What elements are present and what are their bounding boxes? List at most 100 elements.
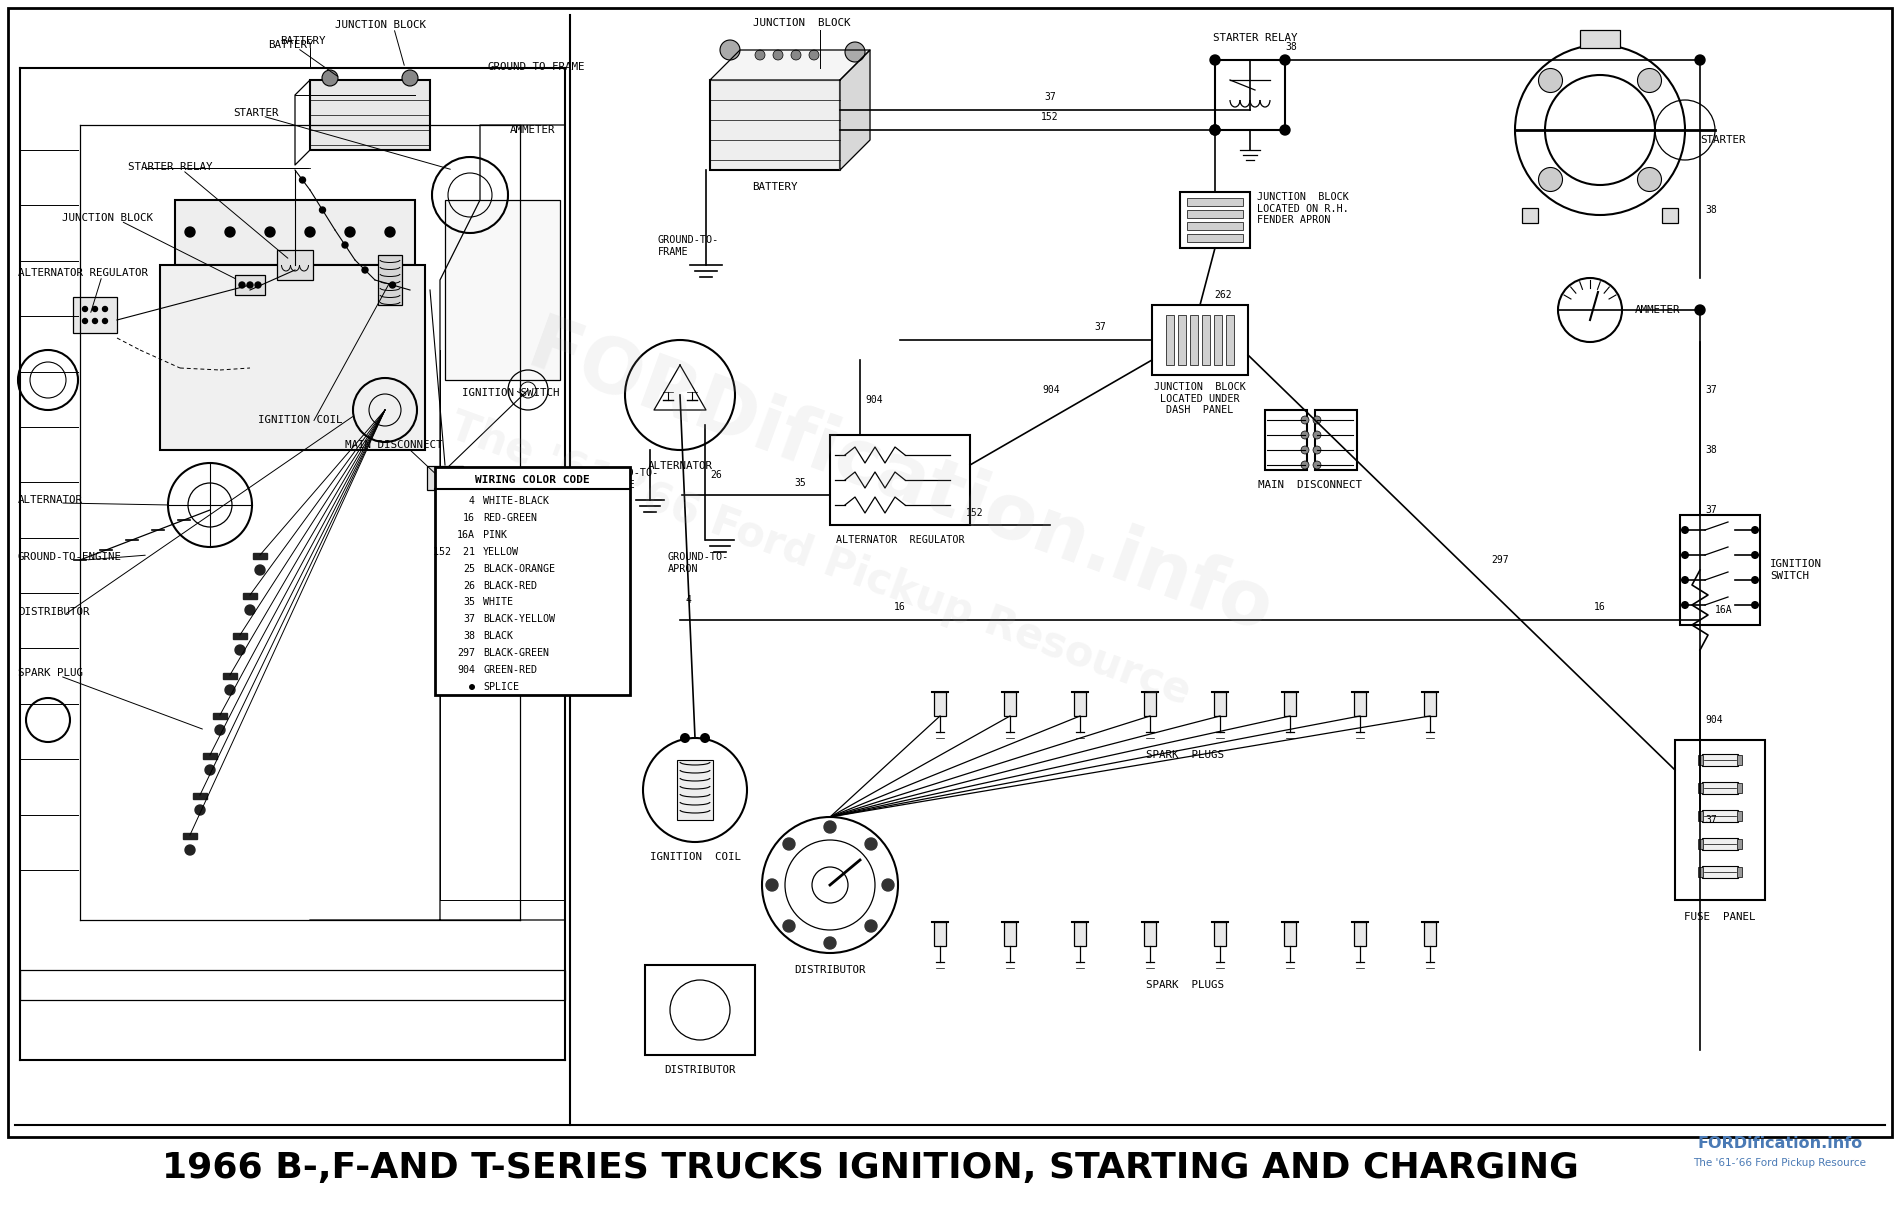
Text: AMMETER: AMMETER: [1636, 305, 1680, 315]
Circle shape: [403, 70, 418, 86]
Text: 904: 904: [1043, 386, 1060, 395]
Circle shape: [1638, 167, 1661, 192]
Circle shape: [766, 878, 777, 890]
Circle shape: [1281, 125, 1290, 135]
Text: 35: 35: [464, 598, 475, 607]
Polygon shape: [840, 49, 870, 170]
Bar: [644, 965, 754, 1056]
Circle shape: [1752, 576, 1759, 584]
Text: PINK: PINK: [483, 530, 507, 540]
Bar: [1188, 198, 1243, 206]
Text: 35: 35: [794, 478, 806, 488]
Bar: [1737, 839, 1742, 850]
Bar: [1699, 756, 1702, 765]
Text: 297: 297: [458, 648, 475, 658]
Bar: [243, 593, 256, 599]
Text: 904: 904: [1704, 715, 1723, 725]
Text: 262: 262: [1214, 290, 1231, 300]
Bar: [1699, 868, 1702, 877]
Text: FUSE  PANEL: FUSE PANEL: [1683, 912, 1756, 922]
Bar: [194, 793, 207, 799]
Bar: [1167, 315, 1174, 365]
Text: AMMETER: AMMETER: [509, 125, 555, 135]
Bar: [1144, 692, 1155, 716]
Circle shape: [1313, 462, 1320, 469]
Bar: [1702, 810, 1739, 822]
Text: GROUND-TO-
APRON: GROUND-TO- APRON: [669, 552, 730, 574]
Bar: [160, 265, 426, 449]
Circle shape: [319, 207, 325, 213]
Bar: [72, 296, 118, 333]
Bar: [203, 753, 217, 759]
Circle shape: [773, 49, 783, 60]
Text: YELLOW: YELLOW: [483, 547, 519, 557]
Bar: [1737, 783, 1742, 793]
Text: BLACK-ORANGE: BLACK-ORANGE: [483, 564, 555, 574]
Circle shape: [1752, 527, 1759, 534]
Circle shape: [386, 227, 395, 237]
Text: 37: 37: [464, 615, 475, 624]
Text: 37: 37: [1094, 322, 1106, 333]
Circle shape: [1695, 305, 1704, 315]
Bar: [1702, 866, 1739, 878]
Circle shape: [236, 645, 245, 656]
Circle shape: [1210, 55, 1220, 65]
Bar: [1189, 315, 1199, 365]
Circle shape: [255, 282, 260, 288]
Bar: [711, 80, 840, 170]
Bar: [1702, 754, 1739, 766]
Text: 4: 4: [686, 595, 692, 605]
Bar: [428, 466, 464, 490]
Text: GROUND-TO-
ENGINE: GROUND-TO- ENGINE: [598, 469, 659, 490]
Circle shape: [1210, 125, 1220, 135]
Text: ALTERNATOR  REGULATOR: ALTERNATOR REGULATOR: [836, 535, 965, 545]
Bar: [935, 922, 946, 946]
Circle shape: [1638, 69, 1661, 93]
Circle shape: [754, 49, 766, 60]
Circle shape: [720, 40, 739, 60]
Text: STARTER: STARTER: [1700, 135, 1746, 145]
Circle shape: [103, 318, 108, 323]
Circle shape: [247, 282, 253, 288]
Circle shape: [846, 42, 864, 61]
Circle shape: [245, 605, 255, 615]
Circle shape: [306, 227, 315, 237]
Text: GROUND-TO-FRAME: GROUND-TO-FRAME: [488, 61, 585, 72]
Bar: [213, 713, 226, 719]
Text: GROUND-TO-ENGINE: GROUND-TO-ENGINE: [17, 552, 122, 562]
Text: SPLICE: SPLICE: [483, 682, 519, 692]
Text: 37: 37: [1704, 815, 1718, 825]
Text: 152: 152: [1041, 112, 1058, 122]
Text: The '61-’66 Ford Pickup Resource: The '61-’66 Ford Pickup Resource: [1693, 1158, 1866, 1168]
Text: 26: 26: [464, 581, 475, 590]
Text: DISTRIBUTOR: DISTRIBUTOR: [794, 965, 866, 975]
Circle shape: [205, 765, 215, 775]
Text: 37: 37: [1704, 386, 1718, 395]
Text: MAIN DISCONNECT: MAIN DISCONNECT: [346, 440, 443, 449]
Bar: [1144, 922, 1155, 946]
Text: DISTRIBUTOR: DISTRIBUTOR: [665, 1065, 735, 1075]
Bar: [1178, 315, 1186, 365]
Circle shape: [1210, 125, 1220, 135]
Text: 904: 904: [458, 665, 475, 675]
Text: SPARK  PLUGS: SPARK PLUGS: [1146, 750, 1224, 760]
Bar: [1203, 315, 1210, 365]
Circle shape: [1281, 55, 1290, 65]
Bar: [1699, 783, 1702, 793]
Text: BLACK-YELLOW: BLACK-YELLOW: [483, 615, 555, 624]
Text: 25: 25: [464, 564, 475, 574]
Text: 37: 37: [1704, 505, 1718, 515]
Bar: [277, 249, 314, 280]
Circle shape: [1302, 462, 1309, 469]
Circle shape: [82, 318, 87, 323]
Circle shape: [184, 227, 196, 237]
Text: 38: 38: [1704, 205, 1718, 214]
Text: 297: 297: [1492, 556, 1509, 565]
Circle shape: [1682, 601, 1689, 609]
Text: STARTER: STARTER: [234, 108, 279, 118]
Bar: [1226, 315, 1233, 365]
Circle shape: [93, 318, 97, 323]
Text: 16A: 16A: [458, 530, 475, 540]
Bar: [222, 674, 238, 678]
Text: 4: 4: [469, 496, 475, 506]
